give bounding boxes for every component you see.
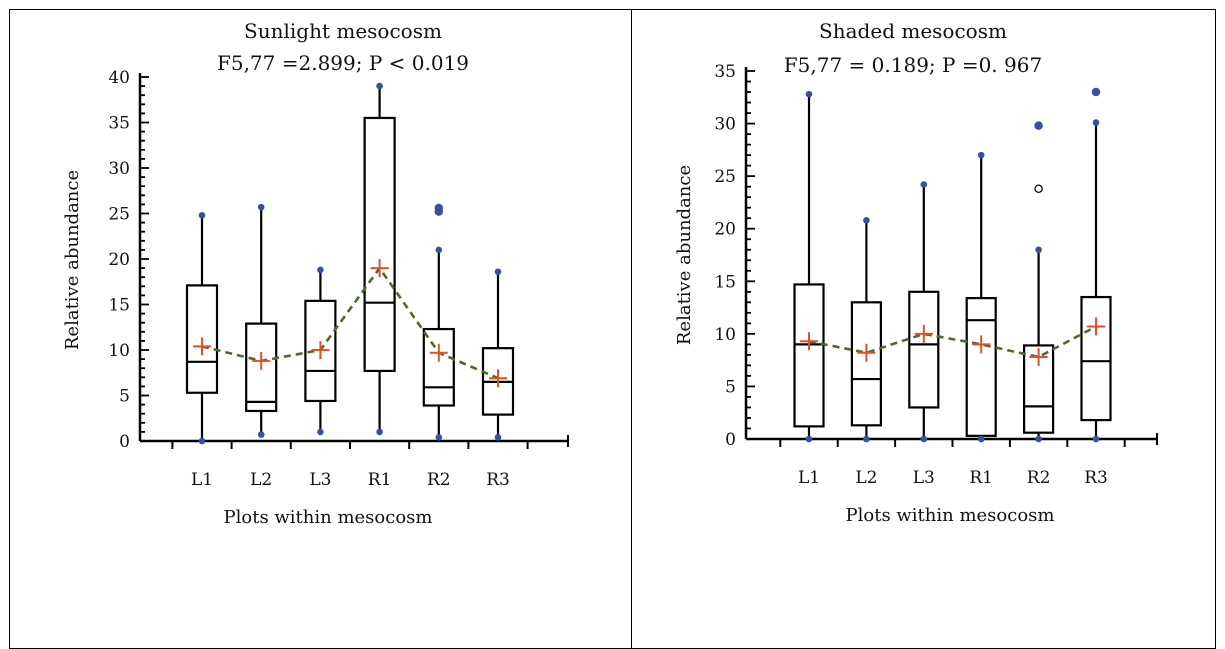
y-tick-label: 15 [714,272,736,292]
y-axis-label-shaded: Relative abundance [674,165,695,345]
outlier-point [1091,87,1101,97]
y-tick-label: 35 [714,62,736,82]
x-tick-label: L3 [913,468,935,488]
panel-divider [631,9,632,649]
y-tick-label: 15 [108,296,130,316]
box-plot-figure: Sunlight mesocosm F5,77 =2.899; P < 0.01… [62,19,1158,528]
x-axis-label-sunlight: Plots within mesocosm [224,507,433,528]
y-tick-label: 40 [108,68,130,88]
mean-trend-line [201,265,499,380]
x-axis-label-shaded: Plots within mesocosm [846,505,1055,526]
max-point [317,266,324,274]
y-tick-label: 5 [725,377,736,397]
max-point [198,212,206,219]
min-point [863,435,870,443]
box [1080,295,1112,422]
x-tick-label: L1 [191,470,213,490]
min-point [257,431,265,438]
x-tick-label: L1 [798,468,820,488]
y-tick-label: 20 [108,250,130,270]
y-tick-label: 0 [725,430,736,450]
min-point [494,434,502,441]
box [793,283,825,428]
min-point [920,435,928,443]
plot-area-sunlight: 0 5 10 15 20 25 30 35 40 L1 L2 L3 R1 R2 R3 [108,68,569,490]
mean-marker [429,343,448,362]
y-tick-label: 35 [108,114,130,134]
x-tick-label: L2 [855,468,877,488]
x-tick-label: R3 [486,470,510,490]
y-tick-label: 25 [714,167,736,187]
max-point [805,90,813,98]
x-tick-label: R2 [427,470,451,490]
box [422,327,455,407]
y-tick-label: 10 [714,325,736,345]
min-point [977,435,985,443]
chart-subtitle-sunlight: F5,77 =2.899; P < 0.019 [217,51,469,75]
mean-marker [972,335,991,354]
min-point [376,428,383,436]
mean-marker [800,332,818,351]
max-point [435,246,443,254]
max-point [1092,119,1100,126]
max-point [863,217,870,224]
plot-area-shaded: 0 5 10 15 20 25 30 35 L1 L2 L3 R1 R2 R3 [714,62,1158,488]
mean-marker [857,343,876,362]
x-tick-label: R1 [969,468,993,488]
mean-trend-line [808,325,1097,359]
x-tick-label: R1 [368,470,392,490]
mean-marker [914,324,933,343]
y-tick-label: 30 [108,159,130,179]
mean-marker [489,369,507,388]
box [965,297,997,437]
shaded-panel: Shaded mesocosm F5,77 = 0.189; P =0. 967… [674,19,1158,526]
y-tick-label: 0 [119,432,130,452]
x-tick-label: R3 [1084,468,1108,488]
x-tick-label: R2 [1027,468,1051,488]
min-point [317,428,324,436]
chart-title-shaded: Shaded mesocosm [819,19,1007,43]
mean-marker [311,341,330,359]
y-tick-label: 25 [108,205,130,225]
mean-marker [252,351,271,370]
outlier-point [1034,121,1043,130]
outlier-point [1034,184,1043,194]
chart-subtitle-shaded: F5,77 = 0.189; P =0. 967 [784,53,1042,77]
box [363,116,396,373]
max-point [977,151,985,159]
max-point [1035,246,1042,254]
x-tick-label: L2 [250,470,272,490]
outlier-point [434,203,444,213]
y-tick-label: 10 [108,341,130,361]
box [850,301,883,427]
y-axis-label-sunlight: Relative abundance [62,170,83,350]
max-point [376,82,383,90]
min-point [805,435,813,443]
min-point [198,437,206,445]
box [908,290,940,409]
y-tick-label: 20 [714,220,736,240]
chart-title-sunlight: Sunlight mesocosm [244,19,442,43]
y-tick-label: 5 [119,387,130,407]
y-tick-label: 30 [714,115,736,135]
min-point [435,434,443,441]
max-point [920,181,928,188]
x-tick-label: L3 [309,470,331,490]
mean-marker [370,259,389,278]
max-point [494,268,502,276]
mean-marker [193,337,211,356]
max-point [257,203,265,211]
mean-marker [1029,347,1048,366]
min-point [1092,435,1100,443]
mean-marker [1087,317,1105,336]
min-point [1035,435,1042,443]
sunlight-panel: Sunlight mesocosm F5,77 =2.899; P < 0.01… [62,19,569,528]
